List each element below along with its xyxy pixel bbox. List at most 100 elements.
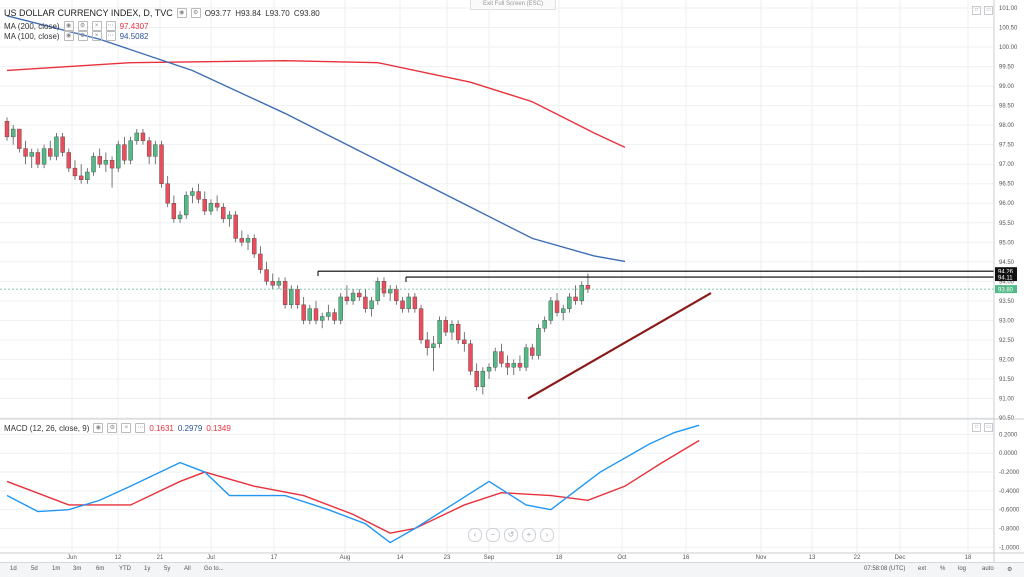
candle-body[interactable]	[474, 370, 479, 387]
range-1d-button[interactable]: 1d	[10, 566, 17, 572]
candle-body[interactable]	[221, 206, 226, 220]
candle-body[interactable]	[536, 327, 541, 356]
settings-icon[interactable]: ⚙	[107, 423, 118, 433]
candle-body[interactable]	[561, 308, 566, 313]
candle-body[interactable]	[23, 148, 28, 157]
more-icon[interactable]: ⋯	[105, 21, 116, 31]
candle-body[interactable]	[486, 367, 492, 372]
candle-body[interactable]	[214, 203, 220, 208]
range-1m-button[interactable]: 1m	[52, 566, 61, 572]
candle-body[interactable]	[128, 140, 133, 161]
candle-body[interactable]	[41, 148, 47, 165]
collapse-pane-icon[interactable]: ▭	[984, 423, 993, 432]
candle-body[interactable]	[462, 339, 467, 345]
candle-body[interactable]	[264, 269, 269, 282]
candle-body[interactable]	[480, 370, 486, 387]
candle-body[interactable]	[159, 144, 164, 184]
candle-body[interactable]	[251, 238, 257, 255]
range-3m-button[interactable]: 3m	[73, 566, 82, 572]
candle-body[interactable]	[66, 152, 72, 169]
candle-body[interactable]	[97, 156, 102, 165]
candle-body[interactable]	[499, 351, 504, 364]
candle-body[interactable]	[468, 343, 473, 372]
candle-body[interactable]	[381, 281, 387, 294]
candle-body[interactable]	[202, 199, 207, 212]
candle-body[interactable]	[579, 285, 584, 302]
exit-fullscreen-button[interactable]: Exit Full Screen (ESC)	[470, 0, 556, 10]
candle-body[interactable]	[29, 152, 34, 157]
candle-body[interactable]	[357, 292, 362, 298]
candle-body[interactable]	[387, 288, 393, 294]
candle-body[interactable]	[208, 203, 214, 212]
candle-body[interactable]	[412, 296, 418, 309]
eye-icon[interactable]: ◉	[93, 423, 104, 433]
symbol-title[interactable]: US DOLLAR CURRENCY INDEX, D, TVC	[4, 8, 173, 18]
candle-body[interactable]	[431, 343, 436, 348]
collapse-pane-icon[interactable]: ▭	[984, 6, 993, 15]
candle-body[interactable]	[338, 296, 343, 321]
candle-body[interactable]	[319, 316, 325, 321]
candle-body[interactable]	[165, 183, 170, 204]
range-1y-button[interactable]: 1y	[144, 566, 151, 572]
range-5d-button[interactable]: 5d	[31, 566, 38, 572]
settings-icon[interactable]: ⚙	[77, 21, 88, 31]
macd-label[interactable]: MACD (12, 26, close, 9)	[4, 423, 90, 433]
candle-body[interactable]	[307, 308, 313, 321]
rising-trendline[interactable]	[527, 292, 712, 400]
candle-body[interactable]	[530, 347, 535, 356]
candle-body[interactable]	[4, 121, 10, 138]
candle-body[interactable]	[116, 144, 121, 169]
candle-body[interactable]	[443, 320, 448, 333]
extended-hours-toggle[interactable]: ext	[918, 566, 927, 572]
candle-body[interactable]	[369, 300, 374, 309]
candle-body[interactable]	[394, 288, 399, 302]
zoom-in-icon[interactable]: +	[522, 528, 536, 542]
candle-body[interactable]	[313, 308, 319, 321]
candle-body[interactable]	[134, 132, 139, 141]
candle-body[interactable]	[289, 288, 294, 305]
candle-body[interactable]	[48, 148, 53, 157]
settings-icon[interactable]: ⚙	[77, 31, 88, 41]
candle-body[interactable]	[239, 238, 245, 243]
close-icon[interactable]: ×	[91, 21, 102, 31]
candlestick-series[interactable]	[4, 117, 591, 395]
candle-body[interactable]	[146, 140, 152, 157]
candle-body[interactable]	[517, 363, 523, 368]
candle-body[interactable]	[171, 203, 177, 220]
more-icon[interactable]: ⋯	[135, 423, 146, 433]
more-icon[interactable]: ⋯	[105, 31, 116, 41]
candle-body[interactable]	[270, 281, 275, 286]
candle-body[interactable]	[301, 304, 306, 321]
ma100-label[interactable]: MA (100, close)	[4, 31, 60, 41]
candle-body[interactable]	[276, 281, 282, 286]
range-all-button[interactable]: All	[184, 566, 191, 572]
candle-body[interactable]	[375, 281, 380, 302]
candle-body[interactable]	[122, 144, 127, 161]
auto-scale-toggle[interactable]: auto	[982, 566, 994, 572]
eye-icon[interactable]: ◉	[63, 31, 74, 41]
candle-body[interactable]	[326, 312, 331, 317]
candle-body[interactable]	[455, 324, 461, 341]
candle-body[interactable]	[78, 175, 84, 181]
candle-body[interactable]	[332, 312, 337, 321]
candle-body[interactable]	[60, 136, 65, 153]
candle-body[interactable]	[103, 160, 109, 165]
candle-body[interactable]	[523, 347, 529, 368]
candle-body[interactable]	[418, 308, 424, 341]
candle-body[interactable]	[350, 292, 356, 302]
candle-body[interactable]	[573, 296, 578, 302]
candle-body[interactable]	[72, 167, 78, 177]
candle-body[interactable]	[542, 320, 547, 329]
candle-body[interactable]	[554, 300, 560, 313]
maximize-pane-icon[interactable]: □	[972, 6, 981, 15]
candle-body[interactable]	[344, 296, 350, 302]
settings-icon[interactable]: ⚙	[1007, 567, 1013, 573]
settings-icon[interactable]: ⚙	[190, 8, 201, 18]
log-scale-toggle[interactable]: log	[958, 566, 967, 572]
candle-body[interactable]	[363, 296, 368, 309]
candle-body[interactable]	[109, 160, 115, 169]
eye-icon[interactable]: ◉	[176, 8, 187, 18]
candle-body[interactable]	[505, 363, 510, 368]
candle-body[interactable]	[227, 214, 232, 220]
candle-body[interactable]	[295, 288, 300, 305]
